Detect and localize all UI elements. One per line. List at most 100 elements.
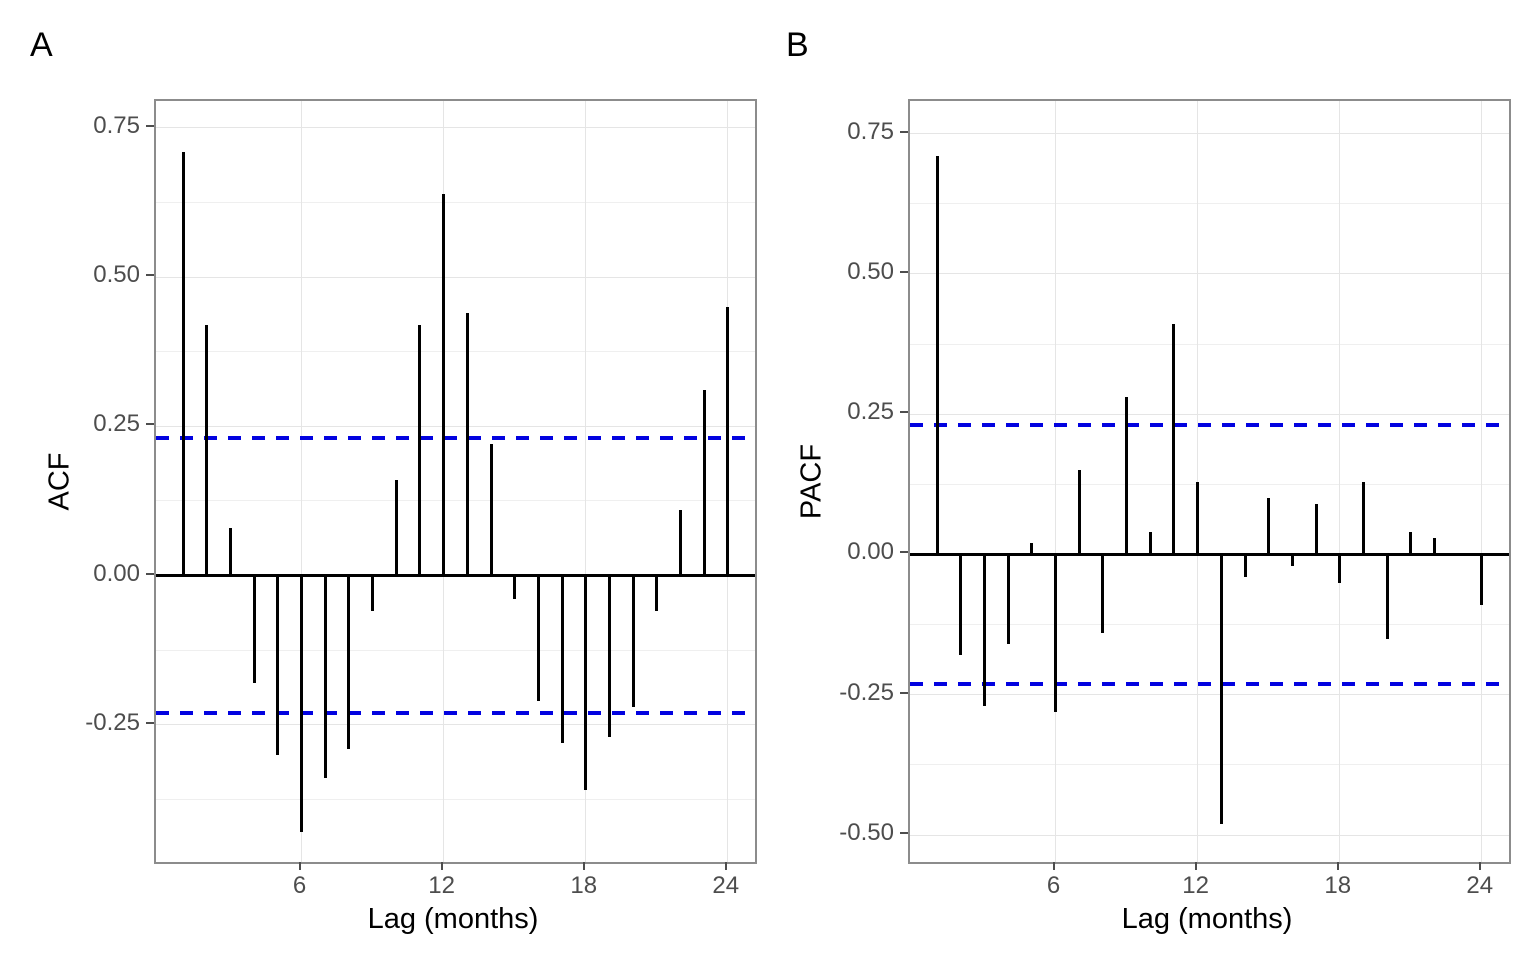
y-major-gridline <box>156 127 755 129</box>
x-axis-title-a: Lag (months) <box>367 903 539 935</box>
y-tick-label: 0.25 <box>93 410 140 438</box>
y-major-gridline <box>910 834 1509 836</box>
zero-line <box>156 574 755 577</box>
acf-bar-lag-24 <box>726 306 730 576</box>
pacf-bar-lag-21 <box>1409 532 1413 555</box>
x-tick-label: 18 <box>1324 872 1352 899</box>
x-major-gridline <box>585 101 587 862</box>
x-tick-mark <box>1478 862 1481 870</box>
acf-bar-lag-14 <box>489 444 493 576</box>
x-tick-label: 18 <box>570 872 598 899</box>
pacf-bar-lag-3 <box>983 554 987 706</box>
y-tick-mark <box>900 832 908 835</box>
y-tick-mark <box>146 124 154 127</box>
pacf-bar-lag-5 <box>1030 543 1034 555</box>
y-minor-gridline <box>156 500 755 502</box>
pacf-bar-lag-7 <box>1077 470 1081 555</box>
y-tick-mark <box>900 411 908 414</box>
acf-bar-lag-8 <box>347 575 351 749</box>
y-tick-label: -0.25 <box>85 708 140 736</box>
y-minor-gridline <box>156 649 755 651</box>
pacf-bar-lag-2 <box>959 554 963 656</box>
acf-bar-lag-17 <box>560 575 564 743</box>
acf-bar-lag-9 <box>371 575 375 612</box>
y-tick-label: 0.50 <box>93 261 140 289</box>
pacf-bar-lag-15 <box>1267 498 1271 555</box>
y-major-gridline <box>910 133 1509 135</box>
acf-bar-lag-15 <box>513 575 517 600</box>
y-tick-label: 0.75 <box>847 117 894 145</box>
confidence-band-line <box>156 436 755 441</box>
acf-bar-lag-13 <box>465 312 469 576</box>
x-tick-mark <box>1194 862 1197 870</box>
pacf-bar-lag-18 <box>1338 554 1342 583</box>
confidence-band-line <box>910 681 1509 686</box>
x-major-gridline <box>1055 101 1057 862</box>
pacf-bar-lag-8 <box>1101 554 1105 634</box>
confidence-band-line <box>156 710 755 715</box>
pacf-bar-lag-16 <box>1290 554 1294 566</box>
acf-bar-lag-2 <box>205 324 209 576</box>
acf-bar-lag-4 <box>252 575 256 683</box>
y-tick-label: -0.25 <box>839 678 894 706</box>
acf-bar-lag-16 <box>536 575 540 701</box>
x-major-gridline <box>1339 101 1341 862</box>
zero-line <box>910 552 1509 556</box>
y-tick-mark <box>146 423 154 426</box>
acf-bar-lag-12 <box>442 193 446 576</box>
acf-bar-lag-10 <box>394 480 398 576</box>
pacf-bar-lag-17 <box>1314 503 1318 555</box>
acf-bar-lag-19 <box>607 575 611 737</box>
y-major-gridline <box>156 425 755 427</box>
x-tick-label: 6 <box>1046 872 1061 899</box>
x-tick-label: 24 <box>712 872 740 899</box>
y-tick-label: -0.50 <box>839 819 894 847</box>
x-tick-mark <box>724 862 727 870</box>
y-major-gridline <box>910 273 1509 275</box>
panel-tag-a: A <box>30 26 53 64</box>
pacf-bar-lag-22 <box>1432 537 1436 555</box>
acf-bar-lag-23 <box>702 390 706 576</box>
y-tick-label: 0.00 <box>847 538 894 566</box>
acf-bar-lag-3 <box>229 527 233 576</box>
y-tick-mark <box>900 691 908 694</box>
x-tick-mark <box>1336 862 1339 870</box>
acf-bar-lag-1 <box>181 151 185 576</box>
acf-bar-lag-22 <box>678 509 682 576</box>
pacf-bar-lag-6 <box>1054 554 1058 712</box>
acf-bar-lag-5 <box>276 575 280 755</box>
y-major-gridline <box>910 413 1509 415</box>
x-tick-mark <box>1052 862 1055 870</box>
pacf-bar-lag-13 <box>1219 554 1223 824</box>
y-tick-mark <box>900 130 908 133</box>
confidence-band-line <box>910 423 1509 428</box>
acf-bar-lag-11 <box>418 324 422 576</box>
pacf-plot-area <box>908 99 1511 864</box>
acf-bar-lag-18 <box>584 575 588 791</box>
y-major-gridline <box>156 276 755 278</box>
pacf-bar-lag-9 <box>1125 397 1129 555</box>
x-tick-mark <box>582 862 585 870</box>
y-tick-mark <box>900 551 908 554</box>
y-tick-label: 0.50 <box>847 257 894 285</box>
pacf-bar-lag-14 <box>1243 554 1247 577</box>
y-tick-label: 0.75 <box>93 111 140 139</box>
y-minor-gridline <box>156 351 755 353</box>
acf-bar-lag-21 <box>655 575 659 612</box>
x-tick-label: 12 <box>1182 872 1209 899</box>
x-tick-mark <box>440 862 443 870</box>
y-minor-gridline <box>910 343 1509 345</box>
x-major-gridline <box>301 101 303 862</box>
y-minor-gridline <box>910 203 1509 205</box>
acf-plot-area <box>154 99 757 864</box>
acf-bar-lag-20 <box>631 575 635 707</box>
pacf-bar-lag-12 <box>1196 481 1200 555</box>
x-tick-mark <box>298 862 301 870</box>
y-tick-mark <box>146 274 154 277</box>
y-minor-gridline <box>910 483 1509 485</box>
pacf-bar-lag-1 <box>935 155 939 555</box>
y-tick-mark <box>146 721 154 724</box>
y-major-gridline <box>156 724 755 726</box>
y-major-gridline <box>910 694 1509 696</box>
